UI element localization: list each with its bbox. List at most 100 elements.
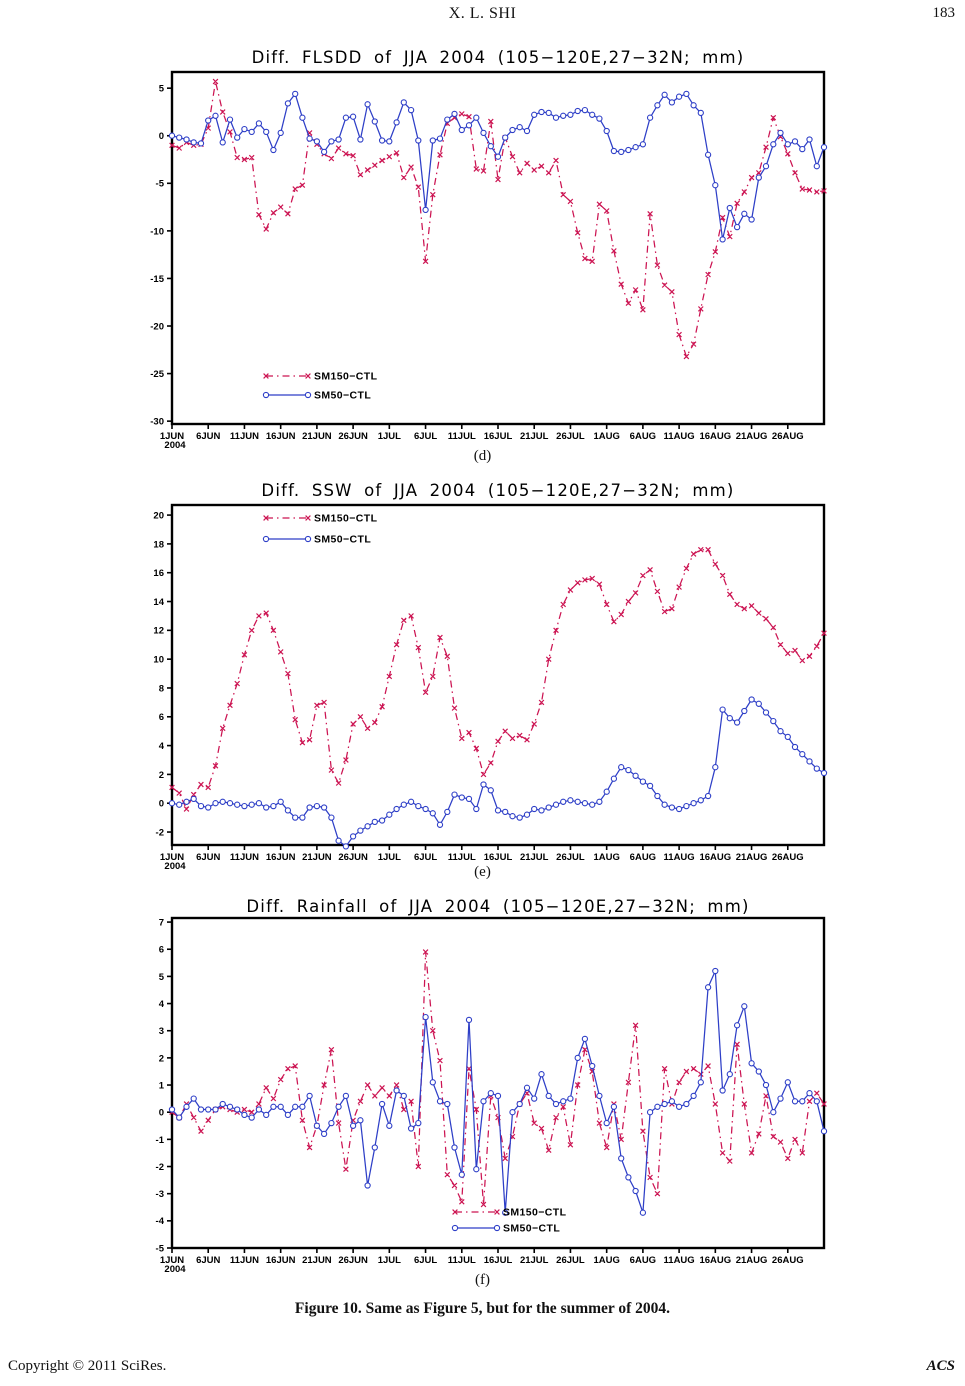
copyright-notice: Copyright © 2011 SciRes. — [8, 1358, 167, 1374]
y-tick-label: 8 — [159, 683, 164, 694]
x-axis-year-label: 2004 — [164, 440, 186, 451]
series-sm50-ctl — [168, 90, 828, 243]
y-tick-label: -2 — [156, 1162, 164, 1173]
chart-title: Diff. Rainfall of JJA 2004 (105−120E,27−… — [246, 897, 749, 916]
series-sm150-ctl-line — [171, 81, 825, 359]
x-tick-label: 26AUG — [772, 431, 804, 442]
y-tick-label: 2 — [159, 1053, 164, 1064]
y-tick-label: -3 — [156, 1189, 164, 1200]
x-tick-label: 16AUG — [699, 431, 731, 442]
x-tick-label: 1JUN — [160, 852, 184, 863]
y-tick-label: 20 — [153, 510, 164, 521]
y-tick-label: 5 — [159, 972, 165, 983]
panel-label-f: (f) — [475, 1272, 490, 1288]
x-tick-label: 1JUL — [378, 1255, 401, 1266]
legend-label-sm150-ctl: SM150−CTL — [503, 1207, 567, 1219]
x-tick-label: 21AUG — [736, 1255, 768, 1266]
y-tick-label: 10 — [153, 655, 164, 666]
x-tick-label: 21JUL — [520, 1255, 549, 1266]
y-tick-label: 2 — [159, 770, 164, 781]
legend-label-sm50-ctl: SM50−CTL — [503, 1223, 560, 1235]
x-tick-label: 26JUN — [338, 852, 368, 863]
x-tick-label: 6JUN — [196, 1255, 220, 1266]
x-tick-label: 21AUG — [736, 431, 768, 442]
legend-label-sm150-ctl: SM150−CTL — [314, 513, 378, 525]
series-sm50-ctl-line — [171, 970, 825, 1213]
x-tick-label: 21JUN — [302, 852, 332, 863]
x-tick-label: 1JUN — [160, 431, 184, 442]
x-tick-label: 6JUN — [196, 852, 220, 863]
figure-caption: Figure 10. Same as Figure 5, but for the… — [294, 1300, 671, 1317]
x-tick-label: 11AUG — [664, 1255, 695, 1266]
x-tick-label: 1AUG — [593, 852, 619, 863]
x-tick-label: 26JUL — [556, 852, 585, 863]
y-tick-label: 6 — [159, 712, 164, 723]
x-tick-label: 26JUN — [338, 1255, 368, 1266]
y-tick-label: 12 — [153, 626, 164, 637]
y-tick-label: -20 — [150, 321, 164, 332]
y-tick-label: 0 — [159, 131, 164, 142]
series-sm50-ctl-line — [171, 92, 825, 240]
y-tick-label: 14 — [153, 597, 164, 608]
y-tick-label: -10 — [150, 226, 164, 237]
y-tick-label: -4 — [156, 1216, 165, 1227]
x-tick-label: 26JUN — [338, 431, 368, 442]
x-tick-label: 11JUN — [230, 852, 259, 863]
y-tick-label: 3 — [159, 1026, 164, 1037]
x-tick-label: 1JUL — [378, 431, 401, 442]
series-sm150-ctl-line — [171, 951, 825, 1205]
x-tick-label: 26JUL — [556, 1255, 585, 1266]
series-sm50-ctl — [168, 967, 828, 1216]
page-number: 183 — [932, 5, 956, 21]
x-tick-label: 16AUG — [699, 852, 731, 863]
x-tick-label: 1AUG — [593, 431, 619, 442]
y-tick-label: 4 — [159, 999, 165, 1010]
y-tick-label: 0 — [159, 799, 164, 810]
x-tick-label: 16JUL — [484, 1255, 513, 1266]
chart-title: Diff. FLSDD of JJA 2004 (105−120E,27−32N… — [252, 48, 745, 67]
y-tick-label: 7 — [159, 917, 164, 928]
x-tick-label: 21JUN — [302, 431, 332, 442]
x-tick-label: 16JUN — [266, 1255, 296, 1266]
x-tick-label: 6JUL — [414, 1255, 437, 1266]
chart-legend: SM150−CTL SM50−CTL — [262, 371, 377, 402]
legend-label-sm50-ctl: SM50−CTL — [314, 534, 371, 546]
y-tick-label: 4 — [159, 741, 165, 752]
x-tick-label: 11AUG — [664, 431, 695, 442]
running-head-author: X. L. SHI — [448, 5, 517, 22]
panel-label-e: (e) — [474, 864, 491, 880]
x-tick-label: 6JUN — [196, 431, 220, 442]
x-tick-label: 21JUL — [520, 852, 549, 863]
series-sm150-ctl-line — [171, 549, 825, 811]
y-tick-label: -5 — [156, 179, 165, 190]
chart-legend: SM150−CTL SM50−CTL — [451, 1207, 567, 1235]
x-tick-label: 16AUG — [699, 1255, 731, 1266]
y-tick-label: -25 — [150, 369, 164, 380]
x-axis-year-label: 2004 — [164, 861, 186, 872]
journal-abbreviation: ACS — [926, 1358, 955, 1374]
legend-label-sm50-ctl: SM50−CTL — [314, 390, 371, 402]
x-tick-label: 11JUL — [448, 852, 476, 863]
x-tick-label: 16JUL — [484, 852, 513, 863]
x-tick-label: 16JUN — [266, 852, 296, 863]
y-tick-label: -2 — [156, 827, 164, 838]
y-tick-label: -5 — [156, 1243, 165, 1254]
x-tick-label: 6JUL — [414, 852, 437, 863]
x-tick-label: 6AUG — [630, 1255, 656, 1266]
x-tick-label: 21JUN — [302, 1255, 332, 1266]
x-axis-year-label: 2004 — [164, 1264, 186, 1275]
x-tick-label: 26AUG — [772, 852, 804, 863]
series-sm50-ctl — [168, 696, 828, 850]
y-tick-label: 18 — [153, 539, 164, 550]
chart-title: Diff. SSW of JJA 2004 (105−120E,27−32N; … — [261, 481, 734, 500]
x-tick-label: 1AUG — [593, 1255, 619, 1266]
x-tick-label: 26AUG — [772, 1255, 804, 1266]
y-tick-label: 6 — [159, 945, 164, 956]
series-sm50-ctl-line — [171, 698, 825, 848]
y-tick-label: -30 — [150, 417, 164, 428]
